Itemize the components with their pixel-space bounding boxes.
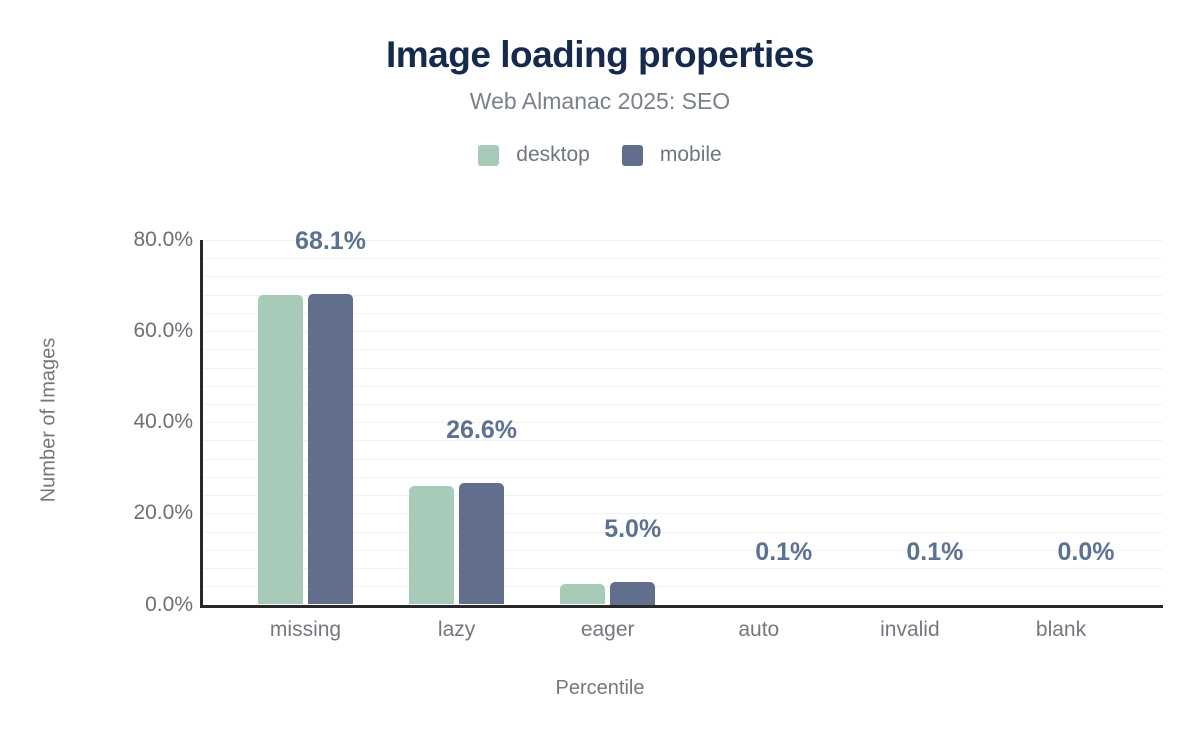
x-tick-label-auto: auto bbox=[738, 618, 780, 641]
data-label-eager: 5.0% bbox=[604, 514, 662, 543]
bar-mobile-missing bbox=[308, 294, 353, 605]
data-label-lazy: 26.6% bbox=[446, 416, 518, 445]
gridline bbox=[202, 531, 1163, 533]
gridline bbox=[202, 549, 1163, 551]
gridline bbox=[202, 240, 1163, 241]
gridline bbox=[202, 568, 1163, 570]
y-tick-label: 80.0% bbox=[133, 228, 193, 251]
legend-item-desktop: desktop bbox=[478, 143, 590, 167]
gridline bbox=[202, 385, 1163, 387]
gridline bbox=[202, 331, 1163, 333]
x-tick-label-invalid: invalid bbox=[880, 618, 940, 641]
legend-label: desktop bbox=[516, 143, 590, 166]
gridline bbox=[202, 495, 1163, 497]
gridline bbox=[202, 458, 1163, 460]
chart-subtitle: Web Almanac 2025: SEO bbox=[469, 88, 731, 114]
x-tick-label-missing: missing bbox=[269, 618, 342, 641]
x-axis-title: Percentile bbox=[555, 677, 645, 699]
legend-item-mobile: mobile bbox=[621, 143, 722, 167]
bar-mobile-lazy bbox=[459, 483, 505, 605]
legend-swatch-desktop bbox=[478, 144, 500, 166]
gridline bbox=[202, 586, 1163, 588]
gridline bbox=[202, 476, 1163, 478]
y-tick-label: 0.0% bbox=[145, 592, 193, 616]
gridline bbox=[202, 404, 1163, 406]
gridline bbox=[202, 258, 1163, 260]
legend-swatch-mobile bbox=[621, 144, 643, 166]
data-label-auto: 0.1% bbox=[755, 537, 813, 566]
gridline bbox=[202, 440, 1163, 442]
x-axis-line bbox=[199, 604, 1163, 608]
bar-desktop-eager bbox=[560, 583, 606, 605]
gridline bbox=[202, 349, 1163, 351]
bar-mobile-eager bbox=[610, 581, 656, 605]
x-tick-label-lazy: lazy bbox=[437, 618, 476, 641]
chart-title: Image loading properties bbox=[386, 34, 814, 75]
gridline bbox=[202, 312, 1163, 314]
y-tick-label: 20.0% bbox=[133, 501, 193, 525]
gridline bbox=[202, 513, 1163, 515]
data-label-invalid: 0.1% bbox=[906, 537, 964, 566]
data-label-blank: 0.0% bbox=[1057, 537, 1115, 566]
legend: desktop mobile bbox=[0, 143, 1200, 167]
legend-label: mobile bbox=[659, 143, 722, 166]
y-tick-label: 60.0% bbox=[133, 319, 193, 343]
gridline bbox=[202, 294, 1163, 296]
bar-desktop-missing bbox=[258, 295, 303, 605]
x-tick-label-blank: blank bbox=[1035, 618, 1087, 641]
y-tick-label: 40.0% bbox=[133, 410, 193, 434]
x-tick-label-eager: eager bbox=[580, 618, 635, 641]
gridline bbox=[202, 276, 1163, 278]
y-axis-line bbox=[199, 240, 203, 608]
data-label-missing: 68.1% bbox=[295, 227, 366, 256]
gridline bbox=[202, 367, 1163, 369]
gridline bbox=[202, 422, 1163, 424]
bar-desktop-lazy bbox=[409, 485, 455, 605]
